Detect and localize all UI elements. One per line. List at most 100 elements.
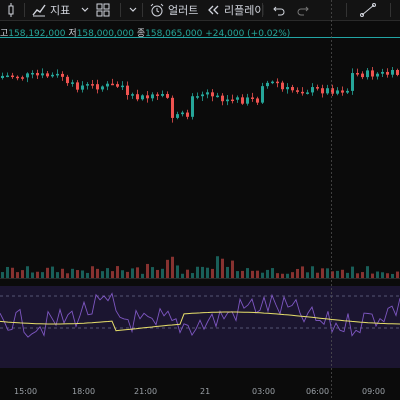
ohlc-legend: 고158,192,000 저158,000,000 종158,065,000 +… (0, 26, 290, 39)
volume-bar (66, 273, 69, 278)
candle-body (106, 83, 109, 87)
price-chart[interactable] (0, 38, 400, 278)
volume-bar (141, 273, 144, 278)
volume-bar (371, 273, 374, 278)
candle-body (231, 99, 234, 102)
candle-body (311, 87, 314, 93)
volume-bar (186, 269, 189, 278)
candle-body (221, 95, 224, 102)
volume-bar (31, 272, 34, 278)
volume-bar (301, 266, 304, 278)
volume-bar (196, 266, 199, 278)
volume-bar (56, 272, 59, 278)
volume-bar (336, 270, 339, 278)
candle-body (266, 82, 269, 87)
volume-bar (226, 266, 229, 278)
volume-bar (136, 267, 139, 278)
volume-bar (21, 270, 24, 278)
candle-body (1, 75, 4, 78)
volume-bar (86, 272, 89, 278)
undo-button[interactable] (272, 0, 286, 20)
alert-button[interactable]: 얼러트 (150, 0, 198, 20)
volume-bar (366, 266, 369, 278)
candle-type-icon[interactable] (4, 0, 18, 20)
indicators-label: 지표 (50, 4, 71, 17)
candle-body (11, 75, 14, 78)
candle-body (66, 76, 69, 84)
grid-icon (96, 3, 110, 17)
time-axis[interactable]: 15:00 18:00 21:00 21 03:00 06:00 09:00 (0, 387, 400, 400)
candle-body (76, 82, 79, 90)
chevron-down-icon (81, 7, 89, 12)
volume-bar (126, 271, 129, 278)
volume-bar (391, 273, 394, 278)
volume-bar (121, 270, 124, 278)
rsi-chart[interactable] (0, 280, 400, 380)
indicators-dropdown[interactable] (80, 0, 90, 20)
candle-body (6, 75, 9, 78)
volume-bar (276, 273, 279, 278)
volume-bar (231, 260, 234, 278)
candle-body (111, 83, 114, 86)
candle-body (281, 82, 284, 90)
trend-line-icon (360, 3, 376, 17)
candle-body (271, 81, 274, 84)
volume-bar (181, 273, 184, 278)
candle-body (361, 73, 364, 78)
candle-body (256, 98, 259, 103)
volume-bar (201, 266, 204, 278)
volume-bar (191, 273, 194, 278)
volume-bar (361, 272, 364, 278)
volume-bar (256, 270, 259, 278)
volume-bar (291, 272, 294, 278)
volume-bar (111, 271, 114, 278)
time-label: 03:00 (252, 387, 276, 396)
volume-bar (286, 273, 289, 278)
volume-bar (76, 270, 79, 278)
redo-button[interactable] (296, 0, 310, 20)
volume-bar (166, 259, 169, 278)
candle-body (356, 73, 359, 75)
candle-body (161, 94, 164, 96)
volume-bar (356, 273, 359, 278)
volume-bar (161, 268, 164, 278)
volume-bar (246, 268, 249, 278)
candle-body (251, 97, 254, 99)
volume-bar (271, 268, 274, 278)
volume-bar (341, 269, 344, 278)
candle-body (226, 99, 229, 102)
candle-body (196, 96, 199, 98)
candle-body (166, 94, 169, 98)
toolbar-divider (390, 3, 391, 17)
toolbar-divider (24, 3, 25, 17)
volume-bar (36, 271, 39, 278)
volume-bar (346, 272, 349, 278)
volume-bar (156, 269, 159, 278)
volume-bar (306, 272, 309, 278)
rsi-ma-line (0, 311, 400, 332)
indicators-button[interactable]: 지표 (32, 0, 70, 20)
replay-button[interactable]: 리플레이 (206, 0, 264, 20)
candle-body (206, 92, 209, 95)
candle-body (26, 73, 29, 78)
volume-bar (211, 268, 214, 278)
candle-body (301, 91, 304, 94)
templates-dropdown[interactable] (128, 0, 138, 20)
volume-bar (376, 271, 379, 278)
volume-bar (61, 268, 64, 278)
candle-body (261, 86, 264, 103)
close-value: 158,065,000 (145, 29, 203, 39)
volume-bar (331, 271, 334, 278)
volume-bar (46, 267, 49, 278)
volume-bar (311, 266, 314, 278)
candle-body (96, 84, 99, 90)
candle-body (291, 87, 294, 91)
templates-button[interactable] (96, 0, 110, 20)
volume-bar (251, 270, 254, 278)
volume-bar (41, 272, 44, 278)
candle-body (276, 81, 279, 84)
alert-label: 얼러트 (168, 4, 199, 17)
candle-body (36, 72, 39, 76)
close-label: 종 (136, 29, 146, 39)
trend-line-tool[interactable] (360, 0, 376, 20)
